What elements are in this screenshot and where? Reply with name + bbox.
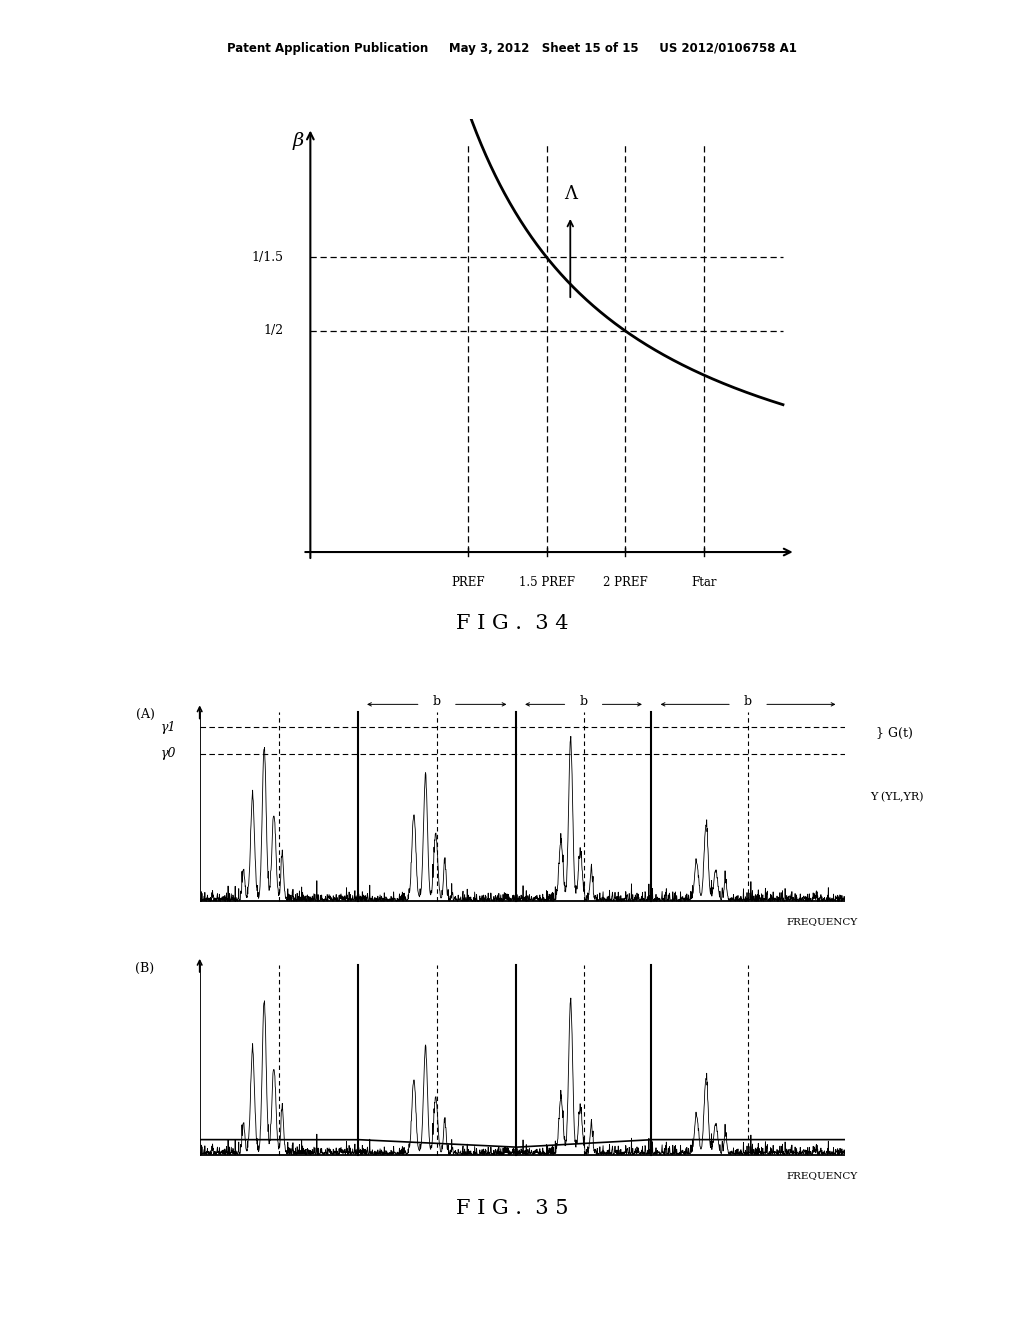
Text: γ1: γ1: [161, 721, 176, 734]
Text: F I G .  3 4: F I G . 3 4: [456, 614, 568, 632]
Text: FREQUENCY: FREQUENCY: [786, 1171, 858, 1180]
Text: 1.5 PREF: 1.5 PREF: [519, 577, 574, 589]
Text: γ0: γ0: [161, 747, 176, 760]
Text: 2 PREF: 2 PREF: [603, 577, 648, 589]
Text: β: β: [292, 132, 303, 150]
Text: 1/2: 1/2: [263, 325, 284, 338]
Text: FREQUENCY: FREQUENCY: [786, 917, 858, 927]
Text: Y (YL,YR): Y (YL,YR): [870, 792, 924, 803]
Text: b: b: [744, 696, 752, 708]
Text: b: b: [433, 696, 440, 708]
Text: Ftar: Ftar: [691, 577, 717, 589]
Text: b: b: [580, 696, 588, 708]
Text: } G(t): } G(t): [876, 727, 912, 741]
Text: 1/1.5: 1/1.5: [252, 251, 284, 264]
Text: F I G .  3 5: F I G . 3 5: [456, 1199, 568, 1217]
Text: (B): (B): [135, 962, 155, 974]
Text: Λ: Λ: [564, 185, 577, 203]
Text: (A): (A): [135, 709, 155, 721]
Text: Patent Application Publication     May 3, 2012   Sheet 15 of 15     US 2012/0106: Patent Application Publication May 3, 20…: [227, 42, 797, 55]
Text: PREF: PREF: [452, 577, 484, 589]
